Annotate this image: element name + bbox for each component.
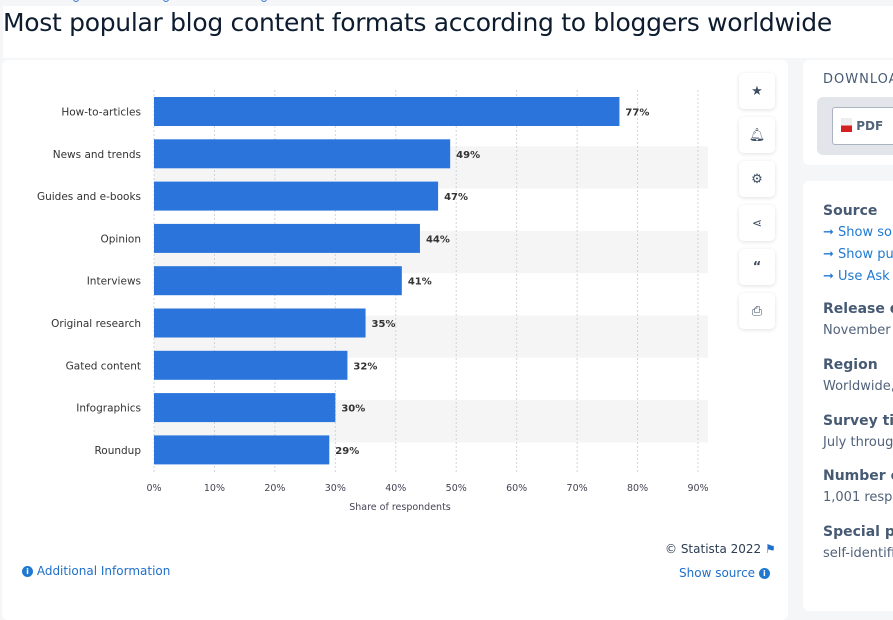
bar	[154, 223, 420, 253]
survey-heading: Survey tir	[823, 413, 893, 429]
x-tick-label: 90%	[687, 483, 708, 494]
pdf-icon	[841, 118, 852, 132]
show-source-detail-link[interactable]: ➞ Show so	[823, 225, 892, 240]
x-tick-label: 60%	[506, 483, 527, 494]
data-label: 49%	[456, 150, 480, 161]
bar	[154, 139, 451, 169]
bar	[154, 266, 402, 296]
show-source-link[interactable]: Show source i	[679, 566, 770, 580]
page-title: Most popular blog content formats accord…	[3, 6, 893, 58]
bar	[154, 308, 366, 338]
notification-button[interactable]: 🔔︎	[739, 117, 775, 153]
flag-icon: ⚑	[765, 542, 776, 556]
breadcrumb	[0, 0, 893, 4]
gear-icon: ⚙	[751, 171, 763, 187]
info-icon: i	[22, 566, 33, 577]
x-tick-label: 40%	[385, 483, 406, 494]
cite-button[interactable]: “	[739, 249, 775, 285]
breadcrumb-dot	[163, 0, 169, 2]
category-label: Interviews	[87, 276, 141, 288]
print-button[interactable]: ⎙	[739, 293, 775, 329]
data-label: 41%	[408, 277, 432, 288]
category-label: Roundup	[94, 445, 141, 457]
region-heading: Region	[823, 357, 878, 373]
settings-button[interactable]: ⚙	[739, 161, 775, 197]
bar	[154, 435, 330, 465]
x-tick-label: 30%	[325, 483, 346, 494]
release-heading: Release d	[823, 301, 893, 317]
x-tick-label: 80%	[627, 483, 648, 494]
info-icon: i	[758, 568, 770, 579]
source-heading: Source	[823, 203, 878, 219]
survey-value: July through	[823, 435, 893, 450]
show-source-label: Show source	[679, 566, 756, 580]
additional-information-link[interactable]: i Additional Information	[22, 564, 170, 578]
share-button[interactable]: ⋖	[739, 205, 775, 241]
bar-chart: 0% 10% 20% 30% 40% 50% 60% 70% 80% 90% Share of re…	[37, 90, 709, 513]
number-heading: Number c	[823, 468, 893, 484]
download-heading: DOWNLOAD	[823, 72, 893, 87]
share-icon: ⋖	[751, 216, 763, 230]
show-publisher-link[interactable]: ➞ Show pu	[823, 247, 893, 262]
data-label: 32%	[353, 361, 377, 372]
number-value: 1,001 respo	[823, 490, 893, 505]
quote-icon: “	[752, 259, 762, 275]
category-label: Gated content	[66, 360, 141, 372]
data-label: 35%	[372, 319, 396, 330]
x-tick-label: 10%	[204, 483, 225, 494]
download-panel: DOWNLOAD PDF	[803, 60, 893, 165]
bar	[154, 181, 439, 211]
x-axis-label: Share of respondents	[349, 502, 451, 513]
bar	[154, 97, 620, 126]
x-tick-label: 20%	[264, 483, 285, 494]
special-value: self-identifi	[823, 546, 893, 561]
category-label: How-to-articles	[61, 107, 141, 119]
bar	[154, 350, 348, 380]
category-label: Guides and e-books	[37, 191, 141, 203]
chart-card: 0% 10% 20% 30% 40% 50% 60% 70% 80% 90% Share of re…	[2, 60, 788, 620]
star-icon: ★	[751, 83, 763, 99]
x-tick-label: 50%	[446, 483, 467, 494]
pdf-label: PDF	[856, 119, 884, 133]
additional-information-label: Additional Information	[36, 564, 171, 578]
category-label: News and trends	[53, 149, 141, 161]
data-label: 44%	[426, 234, 450, 245]
bar	[154, 393, 336, 423]
data-label: 77%	[625, 108, 649, 119]
data-label: 30%	[341, 404, 365, 415]
breadcrumb-dot	[261, 0, 267, 2]
copyright-text: © Statista 2022	[665, 542, 762, 556]
download-options: PDF	[817, 97, 893, 155]
breadcrumb-dot	[73, 0, 79, 2]
category-label: Infographics	[76, 403, 141, 415]
region-value: Worldwide,	[823, 379, 893, 394]
data-label: 29%	[335, 446, 359, 457]
release-value: November	[823, 323, 891, 338]
copyright[interactable]: © Statista 2022 ⚑	[665, 542, 776, 556]
data-label: 47%	[444, 192, 468, 203]
x-tick-label: 70%	[567, 483, 588, 494]
category-label: Opinion	[101, 233, 142, 245]
ask-link[interactable]: ➞ Use Ask	[823, 269, 890, 284]
category-label: Original research	[51, 318, 141, 330]
special-heading: Special pr	[823, 524, 893, 540]
pdf-download-button[interactable]: PDF	[832, 107, 893, 145]
x-tick-label: 0%	[146, 483, 161, 494]
details-panel: Source ➞ Show so ➞ Show pu ➞ Use Ask Rel…	[803, 181, 893, 611]
print-icon: ⎙	[751, 303, 763, 319]
favorite-button[interactable]: ★	[739, 73, 775, 109]
bell-icon: 🔔︎	[748, 127, 766, 143]
